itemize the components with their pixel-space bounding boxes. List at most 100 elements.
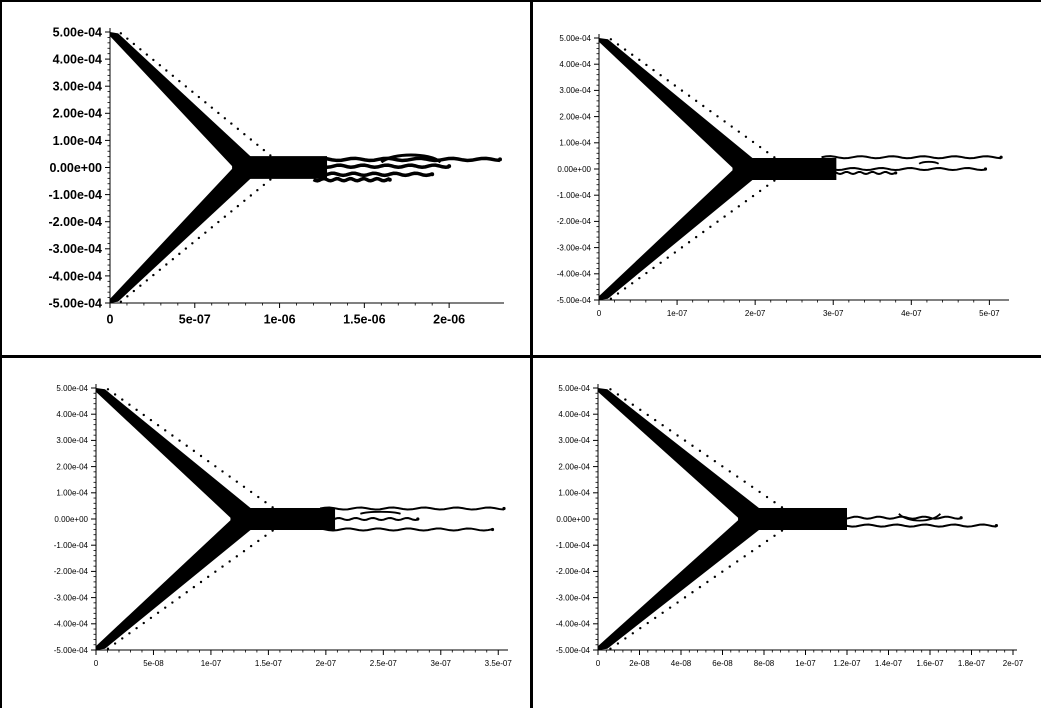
y-tick-label: 3.00e-04 bbox=[53, 80, 102, 94]
trail-end-point bbox=[959, 516, 963, 520]
branch-edge-point bbox=[113, 393, 117, 396]
x-tick-label: 0 bbox=[596, 659, 601, 668]
branch-edge-point bbox=[743, 555, 746, 558]
branch-edge-point bbox=[737, 130, 741, 133]
branch-edge-point bbox=[728, 470, 731, 473]
branch-edge-point bbox=[737, 205, 741, 208]
x-tick-label: 4e-08 bbox=[671, 659, 692, 668]
y-tick-label: 0.00e+00 bbox=[54, 515, 88, 524]
branch-edge-point bbox=[210, 226, 214, 229]
branch-edge-point bbox=[653, 616, 657, 620]
y-tick-label: 4.00e-04 bbox=[558, 410, 590, 419]
branch-edge-point bbox=[616, 393, 620, 396]
branch-edge-point bbox=[616, 642, 620, 645]
branch-edge-point bbox=[721, 465, 724, 468]
branch-edge-point bbox=[723, 215, 726, 218]
branch-edge-point bbox=[702, 104, 705, 108]
y-tick-label: -3.00e-04 bbox=[557, 243, 592, 252]
branch-edge-point bbox=[164, 606, 167, 609]
branch-edge-point bbox=[609, 388, 612, 391]
branch-edge-point bbox=[185, 444, 188, 447]
branch-edge-point bbox=[126, 295, 129, 298]
branch-edge-point bbox=[264, 500, 267, 504]
x-tick-label: 0 bbox=[94, 659, 99, 668]
x-tick-label: 0 bbox=[597, 309, 602, 318]
y-tick-label: 1.00e-04 bbox=[53, 134, 102, 148]
branch-edge-point bbox=[623, 287, 627, 290]
branch-edge-point bbox=[661, 611, 664, 614]
branch-edge-point bbox=[192, 585, 196, 589]
data-series bbox=[599, 38, 1003, 300]
branch-edge-point bbox=[135, 408, 138, 412]
y-tick-label: 1.00e-04 bbox=[559, 139, 591, 148]
y-tick-label: -3.00e-04 bbox=[54, 593, 89, 602]
branch-edge-point bbox=[683, 596, 687, 599]
branch-edge-point bbox=[113, 642, 117, 645]
x-tick-label: 2e-07 bbox=[316, 659, 337, 668]
y-tick-label: 2.00e-04 bbox=[56, 462, 88, 471]
branch-edge-point bbox=[235, 480, 239, 483]
branch-edge-point bbox=[716, 220, 719, 223]
x-tick-label: 6e-08 bbox=[712, 659, 733, 668]
x-tick-label: 2e-07 bbox=[1003, 659, 1024, 668]
x-tick-label: 3e-07 bbox=[823, 309, 844, 318]
y-tick-label: -3.00e-04 bbox=[556, 593, 591, 602]
trail-series bbox=[831, 523, 997, 528]
y-tick-label: -2.00e-04 bbox=[557, 217, 592, 226]
trail-end-point bbox=[447, 164, 452, 169]
convergence-band bbox=[232, 156, 328, 179]
branch-edge-point bbox=[158, 63, 162, 67]
branch-edge-point bbox=[758, 145, 762, 149]
x-tick-label: 4e-07 bbox=[901, 309, 922, 318]
branch-edge-point bbox=[149, 616, 153, 620]
data-series bbox=[110, 32, 502, 303]
x-tick-label: 3.5e-07 bbox=[485, 659, 513, 668]
y-tick-label: 4.00e-04 bbox=[56, 410, 88, 419]
branch-edge-point bbox=[221, 470, 224, 473]
chart-panel-1: 5.00e-04 4.00e-04 3.00e-04 2.00e-04 1.00e-04… bbox=[48, 25, 504, 327]
x-tick-label: 2e-07 bbox=[745, 309, 766, 318]
loop-series bbox=[360, 510, 401, 515]
branch-edge-point bbox=[659, 74, 662, 77]
branch-edge-point bbox=[171, 74, 175, 78]
branch-edge-point bbox=[204, 231, 207, 234]
branch-edge-point bbox=[713, 575, 717, 579]
branch-edge-point bbox=[236, 127, 240, 131]
branch-edge-point bbox=[630, 282, 634, 285]
branch-edge-point bbox=[652, 68, 655, 72]
branch-edge-point bbox=[119, 300, 123, 303]
y-tick-label: 0.00e+00 bbox=[556, 515, 590, 524]
branch-edge-point bbox=[235, 555, 239, 558]
branch-edge-point bbox=[773, 179, 776, 182]
branch-edge-point bbox=[623, 48, 627, 51]
branch-edge-point bbox=[257, 539, 260, 543]
convergence-band bbox=[732, 157, 837, 181]
branch-edge-point bbox=[126, 37, 129, 40]
branch-edge-point bbox=[206, 459, 210, 463]
branch-edge-point bbox=[676, 434, 679, 437]
y-tick-label: 5.00e-04 bbox=[56, 384, 88, 393]
trail-end-point bbox=[983, 167, 988, 171]
branch-edge-point bbox=[666, 79, 669, 82]
y-tick-label: 0.00e+00 bbox=[50, 161, 103, 175]
branch-edge-point bbox=[683, 439, 687, 442]
lower-branch bbox=[110, 168, 254, 303]
branch-edge-point bbox=[743, 480, 746, 483]
branch-edge-point bbox=[709, 225, 712, 229]
branch-edge-point bbox=[645, 271, 648, 275]
y-tick-label: -3.00e-04 bbox=[48, 242, 102, 256]
data-series bbox=[598, 388, 998, 650]
y-tick-label: 5.00e-04 bbox=[53, 25, 102, 39]
branch-edge-point bbox=[171, 434, 174, 437]
trail-series bbox=[313, 156, 501, 163]
branch-edge-point bbox=[680, 246, 684, 249]
y-tick-label: -2.00e-04 bbox=[556, 567, 591, 576]
branch-edge-point bbox=[228, 560, 231, 563]
branch-edge-point bbox=[171, 601, 174, 604]
trail-end-point bbox=[999, 155, 1003, 159]
trail-series bbox=[313, 171, 433, 178]
branch-edge-point bbox=[639, 408, 642, 412]
trail-end-point bbox=[498, 157, 502, 162]
y-tick-label: -1.00e-04 bbox=[54, 541, 89, 550]
branch-edge-point bbox=[257, 495, 260, 499]
